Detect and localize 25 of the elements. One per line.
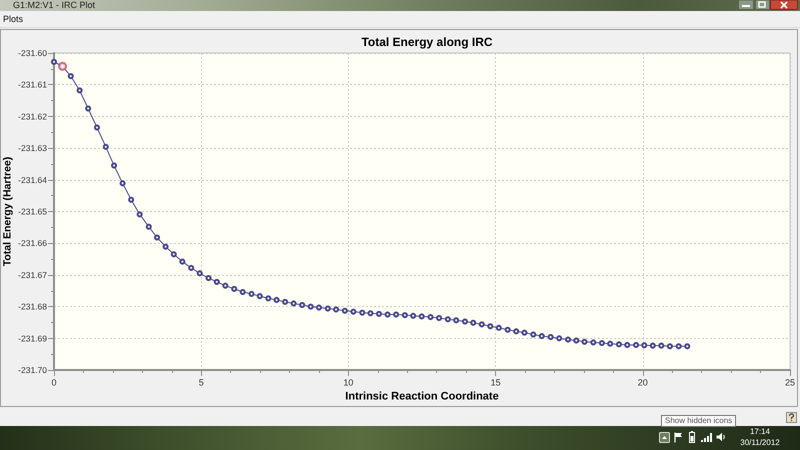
text: Show hidden icons [661, 415, 736, 427]
x-tick-label: 0 [51, 378, 57, 388]
x-tick-label: 20 [638, 378, 648, 388]
y-tick-label: -231.64 [18, 174, 48, 185]
text: 30/11/2012 [739, 438, 781, 447]
chart-title: Total Energy along IRC [361, 35, 493, 49]
y-tick-label: -231.70 [18, 365, 48, 375]
x-tick-label: 10 [343, 378, 354, 388]
y-tick-label: -231.66 [18, 238, 48, 248]
y-tick-label: -231.61 [18, 80, 48, 90]
x-tick-label: 25 [784, 378, 796, 388]
y-tick-label: -231.60 [18, 48, 48, 58]
x-tick-label: 15 [490, 378, 501, 388]
y-tick-label: -231.67 [18, 270, 48, 280]
y-tick-label: -231.65 [18, 206, 48, 216]
y-tick-label: -231.69 [18, 333, 48, 344]
x-axis-title: Intrinsic Reaction Coordinate [345, 390, 499, 402]
text: G1:M2:V1 - IRC Plot [13, 0, 96, 10]
y-axis-title: Total Energy (Hartree) [2, 156, 14, 266]
y-tick-label: -231.63 [18, 143, 48, 154]
y-tick-label: -231.68 [18, 302, 48, 312]
x-tick-label: 5 [198, 378, 204, 388]
y-tick-label: -231.62 [18, 111, 48, 122]
text: 17:14 [748, 427, 772, 436]
text: Plots [3, 14, 24, 24]
